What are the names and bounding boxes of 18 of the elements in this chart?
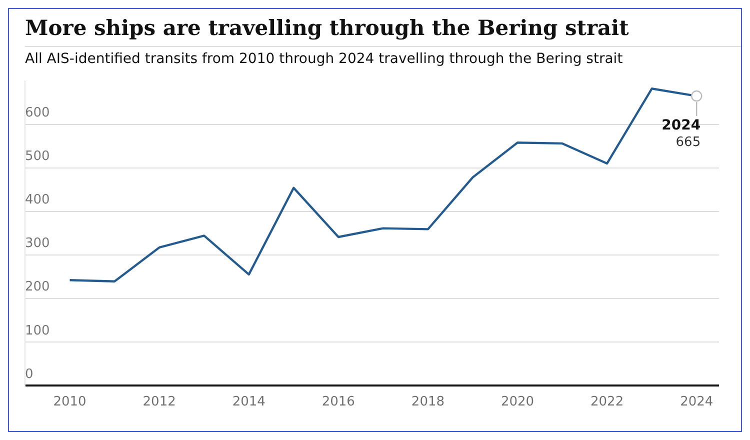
chart-subtitle: All AIS-identified transits from 2010 through 2024 travelling through the Bering strait bbox=[24, 50, 624, 67]
y-tick-label: 500 bbox=[25, 149, 50, 164]
x-tick-label: 2020 bbox=[500, 394, 534, 410]
y-tick-label: 0 bbox=[25, 366, 34, 382]
x-tick-label: 2014 bbox=[232, 394, 266, 410]
x-tick-label: 2016 bbox=[322, 394, 355, 410]
chart-title: More ships are travelling through the Bering strait bbox=[24, 14, 630, 40]
x-tick-label: 2018 bbox=[411, 394, 445, 410]
y-tick-label: 200 bbox=[25, 280, 50, 295]
y-tick-label: 100 bbox=[25, 323, 50, 338]
y-tick-label: 300 bbox=[25, 236, 50, 252]
annotation: 2024 665 bbox=[662, 118, 701, 150]
y-tick-label: 400 bbox=[25, 192, 50, 208]
y-tick-label: 600 bbox=[25, 106, 50, 121]
x-tick-label: 2024 bbox=[680, 394, 714, 410]
x-tick-label: 2012 bbox=[142, 394, 176, 410]
x-tick-label: 2022 bbox=[590, 394, 624, 410]
x-tick-label: 2010 bbox=[53, 394, 86, 410]
